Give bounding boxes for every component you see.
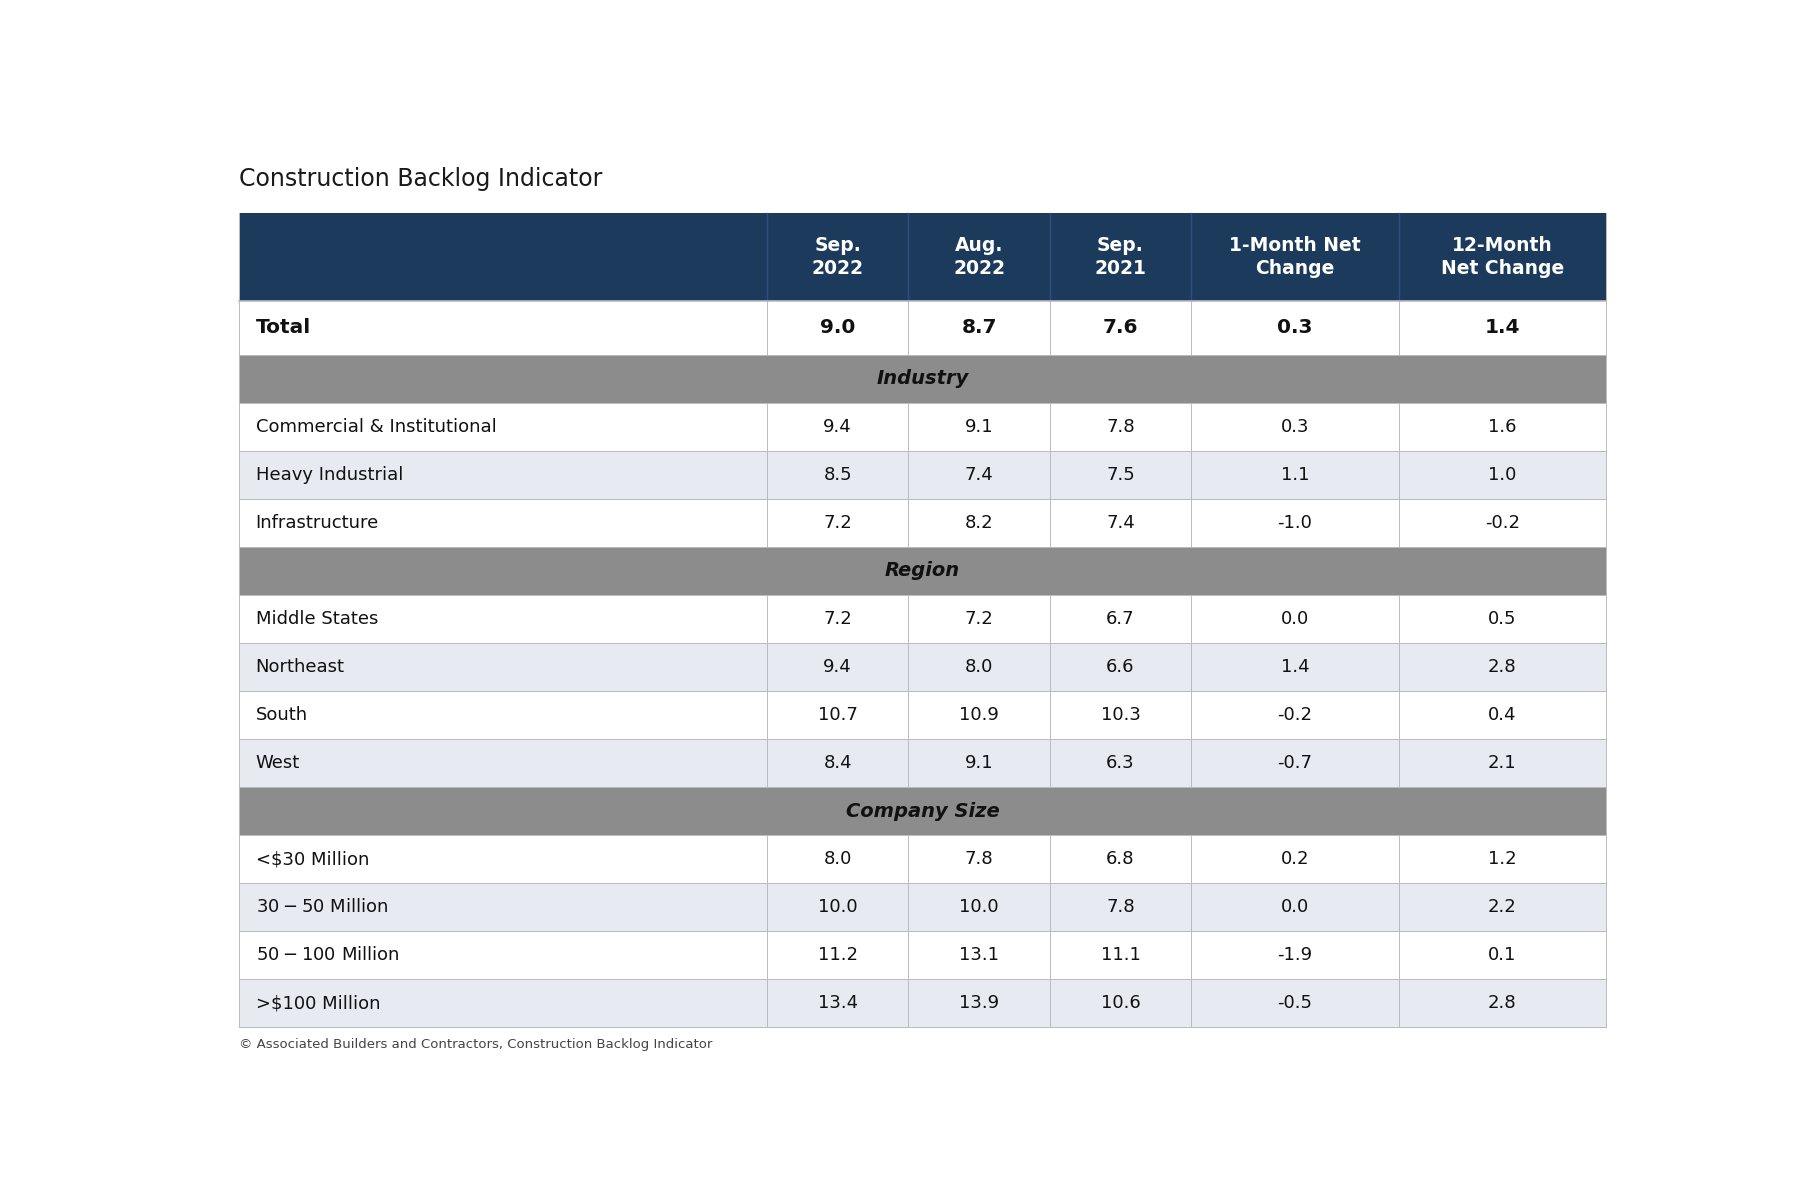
Text: -0.2: -0.2 [1485,514,1519,532]
FancyBboxPatch shape [239,835,1606,883]
Text: 7.6: 7.6 [1103,318,1138,337]
Text: 11.1: 11.1 [1100,947,1141,965]
FancyBboxPatch shape [239,301,1606,355]
FancyBboxPatch shape [239,403,1606,451]
Text: 10.9: 10.9 [959,706,999,724]
Text: -0.7: -0.7 [1278,754,1312,772]
Text: 1.4: 1.4 [1280,658,1309,676]
Text: -0.5: -0.5 [1278,995,1312,1013]
Text: 6.8: 6.8 [1107,850,1134,868]
Text: 2.8: 2.8 [1489,995,1517,1013]
Text: 13.1: 13.1 [959,947,999,965]
Text: <$30 Million: <$30 Million [256,850,369,868]
FancyBboxPatch shape [239,499,1606,547]
Text: $50-$100 Million: $50-$100 Million [256,947,400,965]
Text: 10.7: 10.7 [817,706,857,724]
Text: 8.0: 8.0 [965,658,994,676]
Text: 7.2: 7.2 [965,610,994,628]
Text: -0.2: -0.2 [1278,706,1312,724]
Text: 7.2: 7.2 [823,514,851,532]
Text: 6.6: 6.6 [1107,658,1134,676]
Text: Sep.
2022: Sep. 2022 [812,236,864,278]
Text: 0.4: 0.4 [1489,706,1517,724]
Text: -1.0: -1.0 [1278,514,1312,532]
FancyBboxPatch shape [239,355,1606,403]
Text: 1.4: 1.4 [1485,318,1519,337]
Text: 0.1: 0.1 [1489,947,1517,965]
Text: 8.4: 8.4 [823,754,851,772]
Text: 7.4: 7.4 [1107,514,1134,532]
Text: 7.8: 7.8 [1107,418,1134,436]
Text: 1-Month Net
Change: 1-Month Net Change [1229,236,1361,278]
Text: 7.5: 7.5 [1107,466,1134,484]
Text: 7.2: 7.2 [823,610,851,628]
FancyBboxPatch shape [239,595,1606,643]
Text: 10.6: 10.6 [1100,995,1141,1013]
Text: 8.0: 8.0 [823,850,851,868]
FancyBboxPatch shape [239,643,1606,691]
Text: 12-Month
Net Change: 12-Month Net Change [1440,236,1564,278]
Text: 10.0: 10.0 [959,899,999,917]
Text: 6.3: 6.3 [1107,754,1134,772]
Text: Construction Backlog Indicator: Construction Backlog Indicator [239,167,603,191]
FancyBboxPatch shape [239,883,1606,931]
Text: >$100 Million: >$100 Million [256,995,380,1013]
Text: 1.2: 1.2 [1489,850,1517,868]
FancyBboxPatch shape [239,979,1606,1027]
Text: Northeast: Northeast [256,658,344,676]
Text: Total: Total [256,318,311,337]
Text: 0.2: 0.2 [1280,850,1309,868]
FancyBboxPatch shape [239,931,1606,979]
Text: 9.0: 9.0 [821,318,855,337]
Text: 10.0: 10.0 [817,899,857,917]
FancyBboxPatch shape [239,214,1606,301]
Text: 13.9: 13.9 [959,995,999,1013]
Text: 8.7: 8.7 [961,318,997,337]
FancyBboxPatch shape [239,547,1606,595]
Text: Aug.
2022: Aug. 2022 [952,236,1004,278]
Text: 9.4: 9.4 [823,418,851,436]
Text: -1.9: -1.9 [1278,947,1312,965]
FancyBboxPatch shape [239,739,1606,787]
Text: West: West [256,754,301,772]
Text: 7.8: 7.8 [1107,899,1134,917]
Text: Region: Region [886,562,959,581]
Text: 1.0: 1.0 [1489,466,1517,484]
Text: 9.1: 9.1 [965,754,994,772]
Text: 2.1: 2.1 [1489,754,1517,772]
Text: Sep.
2021: Sep. 2021 [1094,236,1147,278]
Text: 7.8: 7.8 [965,850,994,868]
Text: 8.5: 8.5 [823,466,851,484]
Text: 0.3: 0.3 [1280,418,1309,436]
Text: 6.7: 6.7 [1107,610,1134,628]
Text: 0.3: 0.3 [1278,318,1312,337]
Text: 0.0: 0.0 [1282,610,1309,628]
Text: 9.4: 9.4 [823,658,851,676]
Text: Commercial & Institutional: Commercial & Institutional [256,418,497,436]
FancyBboxPatch shape [239,787,1606,835]
Text: 2.8: 2.8 [1489,658,1517,676]
Text: © Associated Builders and Contractors, Construction Backlog Indicator: © Associated Builders and Contractors, C… [239,1038,713,1051]
Text: 11.2: 11.2 [817,947,857,965]
Text: 7.4: 7.4 [965,466,994,484]
Text: 2.2: 2.2 [1489,899,1517,917]
Text: 1.6: 1.6 [1489,418,1517,436]
Text: 0.0: 0.0 [1282,899,1309,917]
FancyBboxPatch shape [239,691,1606,739]
Text: 0.5: 0.5 [1489,610,1517,628]
FancyBboxPatch shape [239,451,1606,499]
Text: 10.3: 10.3 [1100,706,1141,724]
Text: 13.4: 13.4 [817,995,859,1013]
Text: 8.2: 8.2 [965,514,994,532]
Text: Heavy Industrial: Heavy Industrial [256,466,403,484]
Text: Industry: Industry [877,370,968,388]
Text: $30-$50 Million: $30-$50 Million [256,899,387,917]
Text: 9.1: 9.1 [965,418,994,436]
Text: Middle States: Middle States [256,610,378,628]
Text: 1.1: 1.1 [1280,466,1309,484]
Text: Company Size: Company Size [846,802,999,821]
Text: South: South [256,706,308,724]
Text: Infrastructure: Infrastructure [256,514,380,532]
